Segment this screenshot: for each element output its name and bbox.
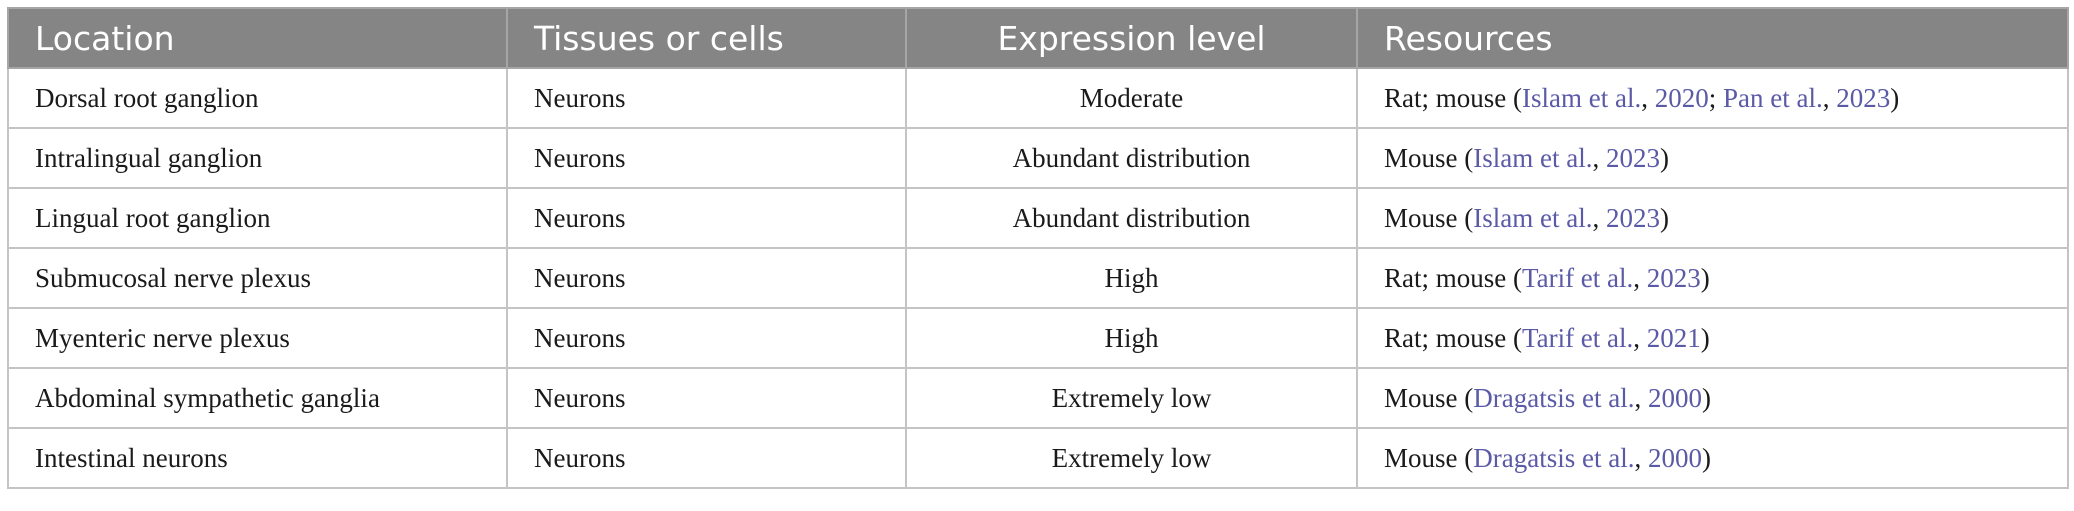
resource-text: Rat; mouse ( xyxy=(1384,322,1522,353)
cell-expression-level: High xyxy=(905,247,1358,309)
cell-tissue: Neurons xyxy=(506,427,907,489)
table-row: Lingual root ganglion Neurons Abundant dis… xyxy=(7,187,2069,249)
resource-text: ) xyxy=(1659,202,1669,233)
table-row: Dorsal root ganglion Neurons Moderate Rat; … xyxy=(7,67,2069,129)
cell-expression-level: Moderate xyxy=(905,67,1358,129)
cell-tissue: Neurons xyxy=(506,247,907,309)
citation-link[interactable]: Islam et al. xyxy=(1473,202,1593,233)
resource-text: ) xyxy=(1701,442,1711,473)
table-header: Location Tissues or cells Expression lev… xyxy=(7,7,2069,69)
cell-resources: Mouse (Islam et al., 2023) xyxy=(1356,187,2069,249)
cell-expression-level: Extremely low xyxy=(905,427,1358,489)
citation-link[interactable]: 2023 xyxy=(1605,142,1660,173)
resource-text: , xyxy=(1633,262,1647,293)
resource-text: , xyxy=(1592,142,1606,173)
cell-location: Submucosal nerve plexus xyxy=(7,247,508,309)
expression-table: Location Tissues or cells Expression lev… xyxy=(7,7,2069,489)
cell-resources: Rat; mouse (Islam et al., 2020; Pan et a… xyxy=(1356,67,2069,129)
cell-resources: Mouse (Islam et al., 2023) xyxy=(1356,127,2069,189)
citation-link[interactable]: Dragatsis et al. xyxy=(1473,442,1635,473)
resource-text: Mouse ( xyxy=(1384,142,1474,173)
resource-text: ) xyxy=(1701,382,1711,413)
resource-text: Rat; mouse ( xyxy=(1384,262,1522,293)
citation-link[interactable]: Tarif et al. xyxy=(1521,322,1634,353)
citation-link[interactable]: Islam et al. xyxy=(1521,82,1642,113)
resource-text: ) xyxy=(1700,262,1710,293)
cell-expression-level: Abundant distribution xyxy=(905,187,1358,249)
cell-resources: Rat; mouse (Tarif et al., 2021) xyxy=(1356,307,2069,369)
resource-text: ; xyxy=(1708,82,1723,113)
cell-tissue: Neurons xyxy=(506,67,907,129)
table-row: Abdominal sympathetic ganglia Neurons Extr… xyxy=(7,367,2069,429)
citation-link[interactable]: 2020 xyxy=(1654,82,1709,113)
cell-tissue: Neurons xyxy=(506,367,907,429)
header-expression-level: Expression level xyxy=(905,7,1358,69)
table-row: Myenteric nerve plexus Neurons High Rat; mo… xyxy=(7,307,2069,369)
cell-location: Abdominal sympathetic ganglia xyxy=(7,367,508,429)
resource-text: , xyxy=(1633,322,1647,353)
resource-text: , xyxy=(1634,442,1648,473)
cell-expression-level: Extremely low xyxy=(905,367,1358,429)
citation-link[interactable]: Dragatsis et al. xyxy=(1473,382,1635,413)
cell-resources: Mouse (Dragatsis et al., 2000) xyxy=(1356,367,2069,429)
resource-text: , xyxy=(1592,202,1606,233)
citation-link[interactable]: 2023 xyxy=(1836,82,1891,113)
header-tissues: Tissues or cells xyxy=(506,7,907,69)
citation-link[interactable]: 2023 xyxy=(1605,202,1660,233)
cell-tissue: Neurons xyxy=(506,127,907,189)
citation-link[interactable]: 2021 xyxy=(1646,322,1701,353)
table-row: Intralingual ganglion Neurons Abundant dis… xyxy=(7,127,2069,189)
citation-link[interactable]: Islam et al. xyxy=(1473,142,1593,173)
table-row: Submucosal nerve plexus Neurons High Rat; m… xyxy=(7,247,2069,309)
header-resources: Resources xyxy=(1356,7,2069,69)
cell-tissue: Neurons xyxy=(506,307,907,369)
resource-text: Mouse ( xyxy=(1384,442,1474,473)
cell-resources: Rat; mouse (Tarif et al., 2023) xyxy=(1356,247,2069,309)
resource-text: , xyxy=(1822,82,1837,113)
cell-tissue: Neurons xyxy=(506,187,907,249)
cell-resources: Mouse (Dragatsis et al., 2000) xyxy=(1356,427,2069,489)
resource-text: ) xyxy=(1659,142,1669,173)
cell-expression-level: High xyxy=(905,307,1358,369)
resource-text: Mouse ( xyxy=(1384,202,1474,233)
resource-text: , xyxy=(1634,382,1648,413)
citation-link[interactable]: 2000 xyxy=(1647,382,1702,413)
resource-text: ) xyxy=(1700,322,1710,353)
header-location: Location xyxy=(7,7,508,69)
table-row: Intestinal neurons Neurons Extremely low Mo… xyxy=(7,427,2069,489)
cell-location: Intestinal neurons xyxy=(7,427,508,489)
header-row: Location Tissues or cells Expression lev… xyxy=(7,7,2069,69)
citation-link[interactable]: 2000 xyxy=(1647,442,1702,473)
cell-location: Myenteric nerve plexus xyxy=(7,307,508,369)
cell-location: Dorsal root ganglion xyxy=(7,67,508,129)
cell-expression-level: Abundant distribution xyxy=(905,127,1358,189)
cell-location: Intralingual ganglion xyxy=(7,127,508,189)
resource-text: Mouse ( xyxy=(1384,382,1474,413)
resource-text: , xyxy=(1641,82,1655,113)
resource-text: ) xyxy=(1890,82,1900,113)
citation-link[interactable]: 2023 xyxy=(1646,262,1701,293)
citation-link[interactable]: Pan et al. xyxy=(1722,82,1823,113)
citation-link[interactable]: Tarif et al. xyxy=(1521,262,1634,293)
cell-location: Lingual root ganglion xyxy=(7,187,508,249)
table-body: Dorsal root ganglion Neurons Moderate Rat; … xyxy=(7,67,2069,489)
resource-text: Rat; mouse ( xyxy=(1384,82,1522,113)
